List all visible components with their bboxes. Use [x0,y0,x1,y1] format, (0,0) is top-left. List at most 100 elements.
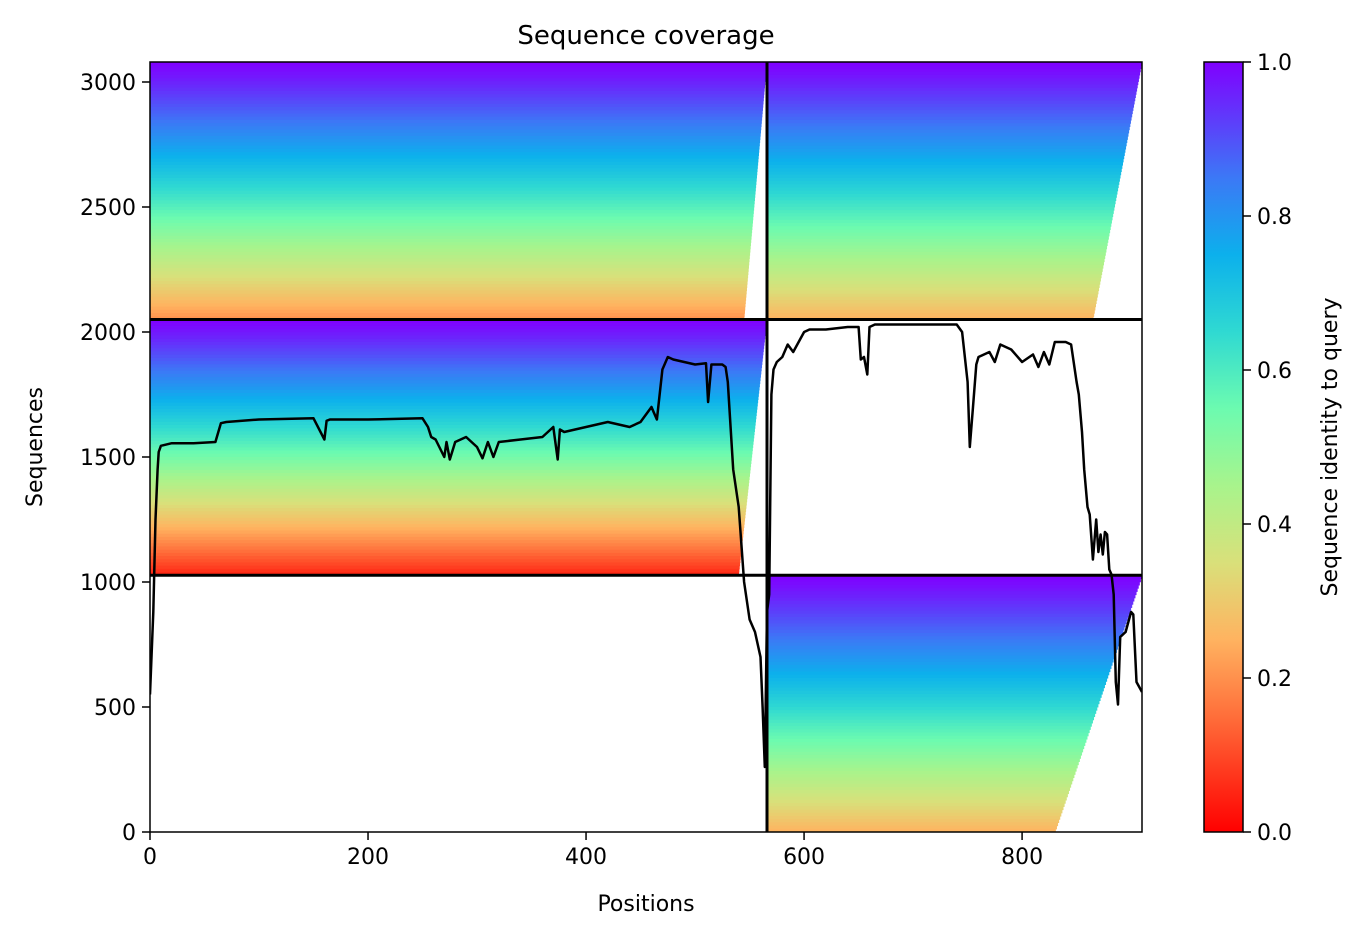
heatmap-row [767,610,1131,615]
heatmap-row [767,197,1117,202]
heatmap-row [767,626,1125,631]
heatmap-row [767,116,1132,121]
heatmap-row [767,174,1121,179]
heatmap-row [767,828,1056,832]
heatmap-row [150,466,751,471]
heatmap-row [767,280,1101,285]
heatmap-row [767,290,1099,295]
heatmap-row [767,677,1108,682]
heatmap-row [767,110,1133,115]
heatmap-row [767,277,1101,282]
heatmap-row [767,812,1062,817]
heatmap-row [150,213,754,218]
heatmap-row [767,284,1100,288]
heatmap-row [150,94,765,99]
heatmap-row [767,264,1104,269]
heatmap-row [150,431,755,436]
x-tick-label: 600 [783,845,825,870]
heatmap-row [767,248,1107,253]
x-tick-label: 200 [347,845,389,870]
heatmap-row [150,402,758,407]
heatmap-row [150,65,767,70]
heatmap-row [150,132,761,137]
heatmap-row [150,476,750,480]
heatmap-row [767,764,1078,769]
heatmap-row [150,504,747,509]
heatmap-row [150,242,751,247]
heatmap-row [150,277,748,282]
heatmap-row [767,145,1127,150]
heatmap-row [150,361,763,365]
heatmap-row [767,652,1116,657]
heatmap-row [767,649,1117,653]
heatmap-row [150,113,763,118]
x-tick-label: 800 [1001,845,1043,870]
heatmap-row [150,74,766,79]
heatmap-row [150,255,750,259]
heatmap-row [767,748,1084,753]
y-tick-label: 2500 [80,196,136,221]
heatmap-row [767,126,1130,131]
heatmap-row [767,584,1139,589]
heatmap-row [150,546,742,551]
heatmap-row [150,469,751,474]
heatmap-row [150,367,762,372]
heatmap-row [767,300,1097,305]
heatmap-row [767,819,1060,823]
heatmap-row [150,184,757,189]
heatmap-row [767,187,1119,192]
y-tick-label: 0 [122,821,136,846]
heatmap-row [767,123,1131,127]
colorbar-label: Sequence identity to query [1318,297,1343,596]
heatmap-row [767,261,1104,266]
heatmap-row [150,543,743,548]
heatmap-row [150,229,753,234]
heatmap-row [767,239,1109,243]
heatmap-row [767,742,1086,746]
heatmap-row [767,729,1090,734]
heatmap-row [767,629,1124,634]
colorbar-tick-label: 0.6 [1257,359,1292,384]
heatmap-row [150,415,757,420]
heatmap-row [150,103,764,108]
heatmap-row [767,703,1099,708]
heatmap-row [767,81,1139,86]
heatmap-row [767,271,1103,276]
heatmap-row [150,322,767,327]
heatmap-row [150,444,754,448]
heatmap-row [150,409,758,413]
heatmap-row [150,405,758,410]
heatmap-row [150,232,752,237]
heatmap-row [767,616,1128,621]
heatmap-row [150,174,757,179]
heatmap-row [150,396,759,401]
heatmap-row [767,136,1128,140]
plot-frame [149,61,1143,833]
heatmap-row [767,87,1138,92]
heatmap-row [767,103,1135,108]
heatmap-block-4 [767,575,1142,832]
heatmap-row [767,700,1100,705]
heatmap-row [150,437,754,442]
heatmap-row [767,219,1112,224]
heatmap-row [150,197,755,202]
heatmap-row [767,165,1123,169]
heatmap-row [150,203,755,208]
heatmap-row [150,235,752,240]
heatmap-row [150,424,756,429]
heatmap-row [767,113,1133,118]
chart-title: Sequence coverage [517,21,774,51]
colorbar-tick-label: 1.0 [1257,51,1292,76]
heatmap-row [150,136,761,140]
heatmap-row [150,332,766,337]
heatmap-row [150,100,764,105]
heatmap-row [767,774,1075,779]
heatmap-row [150,472,750,477]
heatmap-row [767,190,1118,195]
heatmap-row [767,745,1085,750]
heatmap-row [150,514,746,519]
heatmap-row [767,287,1100,292]
heatmap-row [150,68,767,73]
heatmap-row [767,783,1072,788]
heatmap-row [150,219,753,224]
